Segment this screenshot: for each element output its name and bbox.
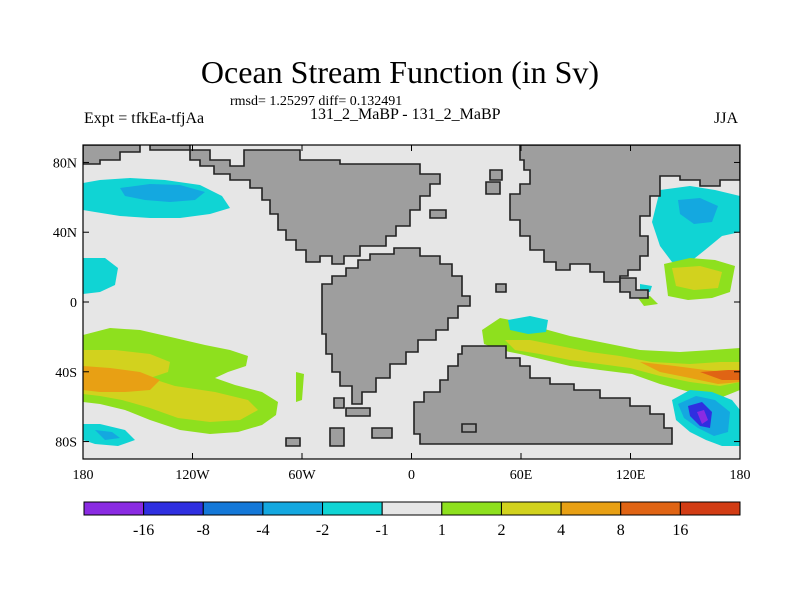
lon-tick-label: 180 [73, 468, 94, 483]
lon-tick-label: 60W [288, 468, 316, 483]
lat-tick-label: 0 [70, 296, 77, 311]
experiment-label: Expt = tfkEa-tfjAa [84, 110, 205, 127]
lon-tick-label: 180 [730, 468, 751, 483]
colorbar-swatch [679, 501, 741, 516]
land-masses [83, 145, 740, 447]
colorbar-swatch [262, 501, 324, 516]
contour-neg2-east-north [678, 198, 718, 224]
lon-tick-label: 0 [408, 468, 415, 483]
colorbar-label: 4 [557, 522, 565, 539]
land-eurasia [509, 145, 740, 283]
contour-neg2-north-pacific [120, 184, 205, 202]
contour-neg2-southwest-corner [95, 430, 120, 440]
colorbar-label: -4 [256, 522, 269, 539]
contour-neg1-east-north [652, 186, 740, 262]
lat-tick-label: 40S [55, 366, 77, 381]
colorbar-swatch [500, 501, 562, 516]
lat-tick-label: 40N [53, 226, 77, 241]
land-north-america [189, 149, 441, 265]
axis-ticks: 180 120W 60W 0 60E 120E 180 80N 40N 0 40S 80S [53, 145, 751, 483]
contour-pos4-south-west [83, 366, 160, 392]
contour-neg16-southeast [697, 410, 708, 424]
stats-label: rmsd= 1.25297 diff= 0.132491 [230, 94, 403, 109]
colorbar-label: 8 [617, 522, 625, 539]
contour-pos4-indian-south [640, 362, 740, 384]
lat-tick-label: 80S [55, 436, 77, 451]
contour-fills [83, 178, 740, 446]
colorbar: -16 -8 -4 -2 -1 1 2 4 8 16 [83, 501, 741, 539]
colorbar-swatch [143, 501, 204, 516]
colorbar-swatch [202, 501, 264, 516]
land-north-small [149, 145, 191, 151]
colorbar-label: 16 [672, 522, 688, 539]
colorbar-swatch [620, 501, 681, 516]
land-antarctica [413, 345, 673, 445]
contour-pos2-east-tropic [672, 266, 722, 290]
contour-pos4-south-west-b [182, 402, 238, 418]
colorbar-label: -2 [316, 522, 329, 539]
map-title: Ocean Stream Function (in Sv) [200, 54, 600, 90]
colorbar-swatch [83, 501, 145, 516]
contour-pos8-indian-south [700, 370, 740, 380]
colorbar-swatch [381, 501, 443, 516]
colorbar-swatch [322, 501, 383, 516]
colorbar-label: -8 [197, 522, 210, 539]
colorbar-swatch [441, 501, 502, 516]
land-ne-small [489, 169, 503, 181]
land-south-america [321, 247, 471, 405]
run-label: 131_2_MaBP - 131_2_MaBP [310, 106, 501, 123]
colorbar-label: 2 [497, 522, 505, 539]
lon-tick-label: 120W [175, 468, 210, 483]
land-south-islands4 [329, 427, 345, 447]
colorbar-label: 1 [438, 522, 446, 539]
land-south-islands6 [461, 423, 477, 433]
lon-tick-label: 60E [510, 468, 533, 483]
land-south-islands [371, 427, 393, 439]
land-south-islands3 [345, 407, 371, 417]
lat-tick-label: 80N [53, 156, 77, 171]
land-ne-small3 [429, 209, 447, 219]
colorbar-label: -1 [376, 522, 389, 539]
contour-neg1-indian [508, 316, 548, 334]
season-label: JJA [714, 110, 739, 127]
contour-pos1-south-atlantic [296, 372, 304, 402]
land-south-islands2 [333, 397, 345, 409]
lon-tick-label: 120E [616, 468, 646, 483]
land-ne-small2 [485, 181, 501, 195]
land-ne-small4 [495, 283, 507, 293]
colorbar-swatch [560, 501, 622, 516]
colorbar-label: -16 [133, 522, 154, 539]
land-east-island [619, 277, 649, 299]
land-south-islands5 [285, 437, 301, 447]
contour-neg1-tropical [83, 258, 118, 294]
land-greenland-top [83, 145, 141, 165]
